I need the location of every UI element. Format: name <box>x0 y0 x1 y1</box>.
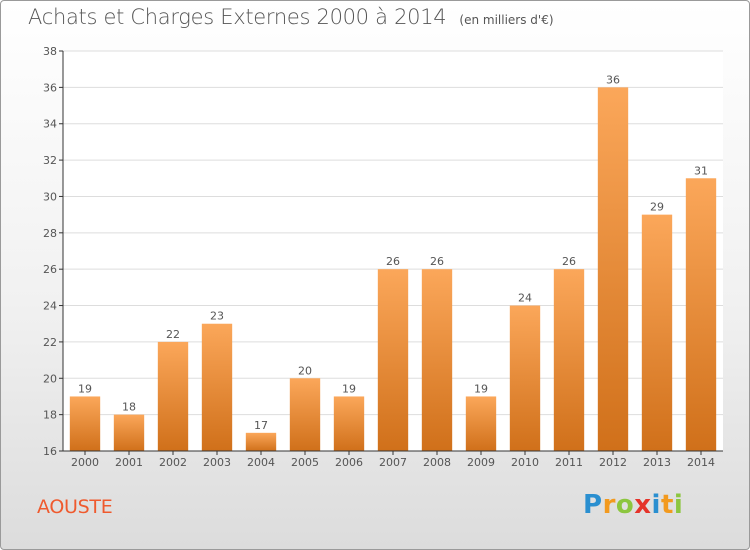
bar-2013 <box>641 214 673 451</box>
data-label-2004: 17 <box>254 419 268 432</box>
bar-2009 <box>465 396 497 451</box>
bar-2010 <box>509 305 541 451</box>
logo-letter: x <box>634 490 652 520</box>
logo-letter: t <box>660 490 674 520</box>
bar-2002 <box>157 341 189 451</box>
y-tick-label: 18 <box>43 409 57 422</box>
data-label-2009: 19 <box>474 382 488 395</box>
data-label-2011: 26 <box>562 255 576 268</box>
x-tick-label-2008: 2008 <box>423 456 451 469</box>
logo-letter: r <box>602 490 616 520</box>
bar-2014 <box>685 178 717 452</box>
data-label-2006: 19 <box>342 382 356 395</box>
data-labels: 19 18 22 23 17 20 19 26 26 19 24 26 36 29 31 <box>78 73 708 431</box>
axes: 16 18 20 22 24 26 28 30 32 34 36 38 2000 2001 2002 2003… <box>43 45 723 469</box>
x-tick-label-2005: 2005 <box>291 456 319 469</box>
x-tick-label-2014: 2014 <box>687 456 715 469</box>
x-tick-label-2010: 2010 <box>511 456 539 469</box>
data-label-2014: 31 <box>694 164 708 177</box>
bar-2007 <box>377 269 409 451</box>
y-tick-label: 36 <box>43 81 57 94</box>
bar-2004 <box>245 432 277 451</box>
x-tick-label-2013: 2013 <box>643 456 671 469</box>
bars <box>69 87 717 452</box>
chart-subtitle: (en milliers d'€) <box>459 13 554 27</box>
x-tick-label-2009: 2009 <box>467 456 495 469</box>
x-tick-label-2011: 2011 <box>555 456 583 469</box>
y-tick-label: 38 <box>43 45 57 58</box>
logo-letter: o <box>615 490 635 520</box>
data-label-2001: 18 <box>122 401 136 414</box>
x-tick-label-2001: 2001 <box>115 456 143 469</box>
x-tick-label-2003: 2003 <box>203 456 231 469</box>
logo-letter: i <box>673 490 684 520</box>
bar-2000 <box>69 396 101 451</box>
bar-2003 <box>201 323 233 451</box>
x-tick-label-2012: 2012 <box>599 456 627 469</box>
logo-letter: P <box>583 490 603 520</box>
bar-2008 <box>421 269 453 451</box>
chart-title: Achats et Charges Externes 2000 à 2014 <box>28 5 447 29</box>
data-label-2013: 29 <box>650 201 664 214</box>
y-tick-label: 20 <box>43 372 57 385</box>
x-tick-label-2002: 2002 <box>159 456 187 469</box>
data-label-2010: 24 <box>518 292 532 305</box>
data-label-2008: 26 <box>430 255 444 268</box>
y-tick-label: 26 <box>43 263 57 276</box>
bar-2006 <box>333 396 365 451</box>
data-label-2007: 26 <box>386 255 400 268</box>
logo-letter: i <box>651 490 661 520</box>
data-label-2005: 20 <box>298 364 312 377</box>
x-tick-label-2004: 2004 <box>247 456 275 469</box>
x-tick-label-2006: 2006 <box>335 456 363 469</box>
y-tick-label: 30 <box>43 190 57 203</box>
y-tick-label: 34 <box>43 118 57 131</box>
x-tick-label-2000: 2000 <box>71 456 99 469</box>
data-label-2000: 19 <box>78 382 92 395</box>
data-label-2003: 23 <box>210 310 224 323</box>
bar-2012 <box>597 87 629 451</box>
bar-2011 <box>553 269 585 451</box>
y-tick-label: 24 <box>43 300 57 313</box>
title-row: Achats et Charges Externes 2000 à 2014 (… <box>28 5 554 29</box>
commune-name: AOUSTE <box>37 496 113 518</box>
y-tick-label: 32 <box>43 154 57 167</box>
data-label-2002: 22 <box>166 328 180 341</box>
y-tick-label: 16 <box>43 445 57 458</box>
bar-2001 <box>113 414 145 451</box>
y-tick-label: 22 <box>43 336 57 349</box>
data-label-2012: 36 <box>606 73 620 86</box>
bar-2005 <box>289 378 321 451</box>
y-tick-label: 28 <box>43 227 57 240</box>
x-tick-label-2007: 2007 <box>379 456 407 469</box>
proxiti-logo: Proxiti <box>583 490 683 520</box>
